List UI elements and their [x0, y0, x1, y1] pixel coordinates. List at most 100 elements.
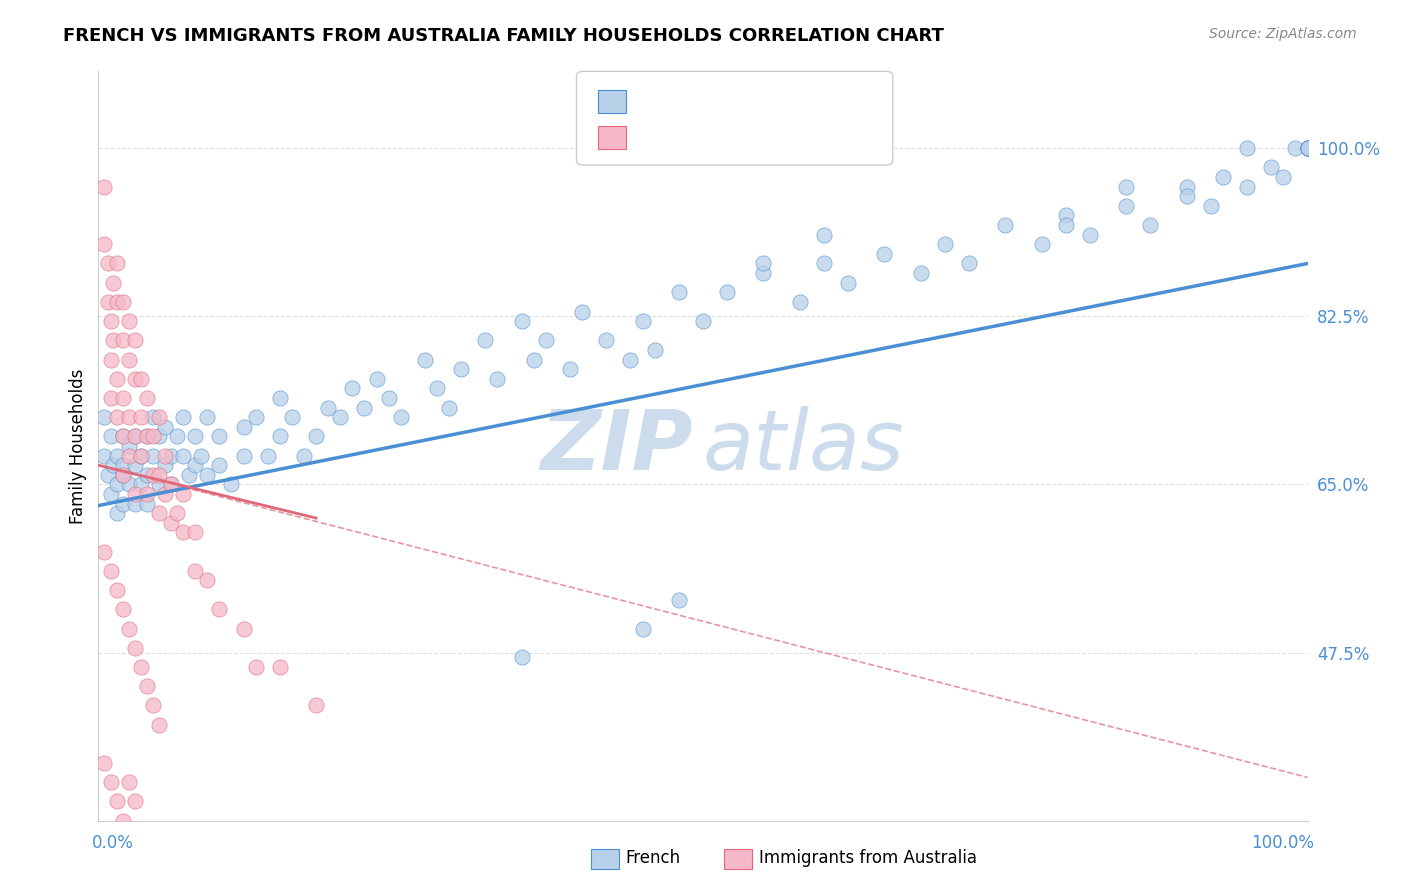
Point: [221, 477, 243, 491]
Point: [118, 622, 141, 636]
Text: ZIP: ZIP: [540, 406, 692, 486]
Point: [111, 334, 134, 348]
Point: [1199, 199, 1222, 213]
Point: [100, 391, 122, 405]
Point: [105, 256, 128, 270]
Point: [166, 429, 188, 443]
Point: [184, 525, 207, 540]
Point: [510, 314, 533, 328]
Point: [1115, 179, 1137, 194]
Point: [118, 775, 141, 789]
Point: [692, 314, 714, 328]
Point: [631, 622, 654, 636]
Text: French: French: [626, 849, 681, 867]
Point: [934, 237, 956, 252]
Point: [118, 477, 141, 491]
Point: [105, 410, 128, 425]
Point: [105, 477, 128, 491]
Text: atlas: atlas: [703, 406, 904, 486]
Point: [105, 372, 128, 386]
Point: [124, 334, 146, 348]
Point: [93, 756, 115, 770]
Text: 0.455: 0.455: [673, 88, 725, 106]
Point: [366, 372, 388, 386]
Point: [93, 449, 115, 463]
Point: [232, 449, 254, 463]
Point: [957, 256, 980, 270]
Point: [172, 410, 194, 425]
Point: [160, 477, 183, 491]
Point: [1175, 179, 1198, 194]
Point: [595, 334, 617, 348]
Point: [142, 467, 165, 482]
Point: [752, 266, 775, 280]
Point: [135, 497, 157, 511]
Point: [1236, 179, 1258, 194]
Point: [124, 497, 146, 511]
Point: [510, 650, 533, 665]
Text: FRENCH VS IMMIGRANTS FROM AUSTRALIA FAMILY HOUSEHOLDS CORRELATION CHART: FRENCH VS IMMIGRANTS FROM AUSTRALIA FAMI…: [63, 27, 945, 45]
Point: [111, 429, 134, 443]
Point: [97, 256, 120, 270]
Point: [571, 304, 593, 318]
Point: [329, 410, 352, 425]
Point: [534, 334, 557, 348]
Point: [105, 506, 128, 520]
Point: [142, 449, 165, 463]
Point: [100, 314, 122, 328]
Point: [1054, 218, 1077, 232]
Point: [100, 775, 122, 789]
Point: [93, 179, 115, 194]
Point: [111, 429, 134, 443]
Point: [105, 583, 128, 598]
Point: [118, 314, 141, 328]
Point: [97, 467, 120, 482]
Point: [105, 794, 128, 808]
Point: [1296, 141, 1319, 155]
Point: [245, 410, 267, 425]
Text: Immigrants from Australia: Immigrants from Australia: [759, 849, 977, 867]
Point: [1296, 141, 1319, 155]
Point: [1296, 141, 1319, 155]
Point: [1031, 237, 1053, 252]
Point: [148, 429, 170, 443]
Point: [135, 487, 157, 501]
Point: [129, 477, 152, 491]
Point: [716, 285, 738, 300]
Point: [208, 429, 231, 443]
Point: [619, 352, 641, 367]
Point: [195, 467, 218, 482]
Point: [437, 401, 460, 415]
Point: [1139, 218, 1161, 232]
Point: [101, 334, 124, 348]
Point: [190, 449, 212, 463]
Point: [232, 419, 254, 434]
Point: [148, 467, 170, 482]
Point: [486, 372, 509, 386]
Point: [111, 497, 134, 511]
Point: [474, 334, 496, 348]
Point: [1078, 227, 1101, 242]
Point: [292, 449, 315, 463]
Point: [124, 429, 146, 443]
Point: [153, 458, 176, 473]
Point: [1284, 141, 1306, 155]
Point: [813, 256, 835, 270]
Point: [129, 660, 152, 674]
Point: [1260, 161, 1282, 175]
Text: R =: R =: [634, 125, 671, 143]
Point: [124, 458, 146, 473]
Point: [184, 458, 207, 473]
Point: [160, 477, 183, 491]
Point: [305, 698, 328, 713]
Point: [93, 237, 115, 252]
Point: [269, 660, 291, 674]
Point: [789, 294, 811, 309]
Point: [558, 362, 581, 376]
Point: [124, 372, 146, 386]
Point: [172, 449, 194, 463]
Point: [342, 381, 364, 395]
Point: [208, 458, 231, 473]
Point: [135, 429, 157, 443]
Point: [1296, 141, 1319, 155]
